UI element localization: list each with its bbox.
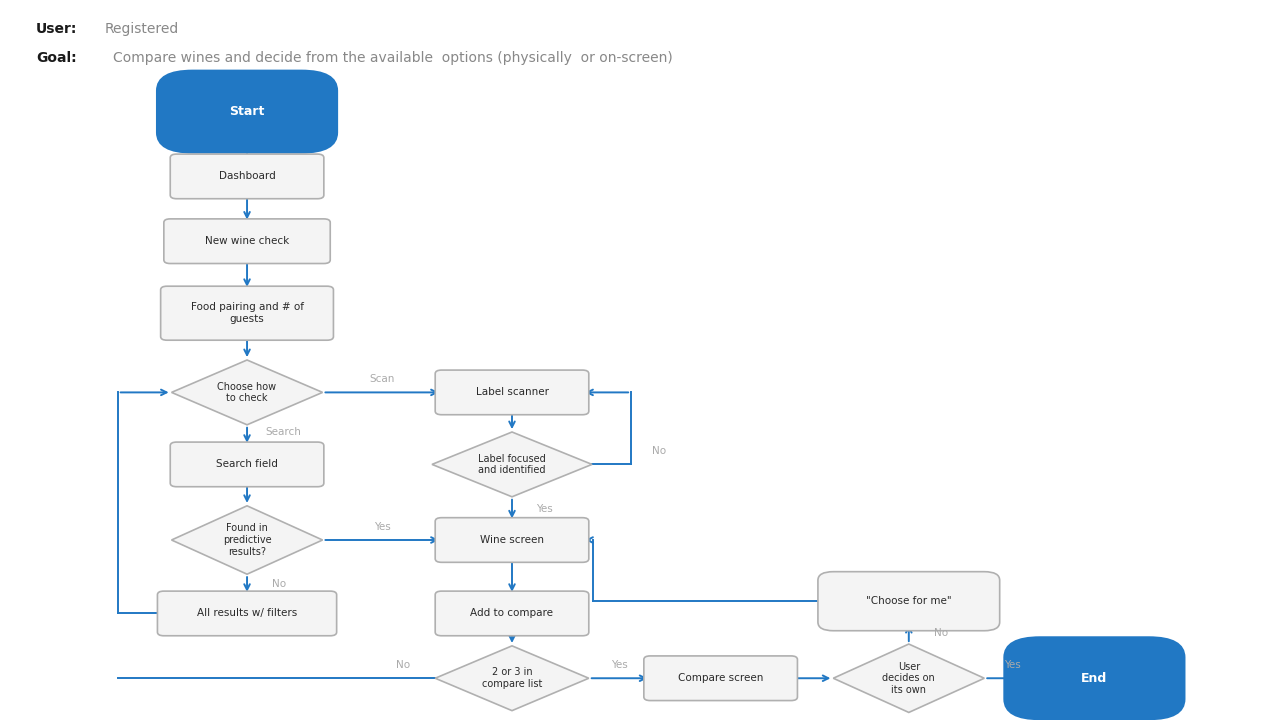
Text: No: No — [271, 580, 287, 590]
Text: End: End — [1082, 672, 1107, 685]
Text: Found in
predictive
results?: Found in predictive results? — [223, 523, 271, 557]
Text: Compare wines and decide from the available  options (physically  or on-screen): Compare wines and decide from the availa… — [113, 50, 672, 65]
Text: Search field: Search field — [216, 459, 278, 469]
Text: Yes: Yes — [374, 522, 390, 532]
Polygon shape — [435, 646, 589, 711]
Text: Choose how
to check: Choose how to check — [218, 382, 276, 403]
Text: Search: Search — [265, 427, 301, 436]
Text: Label focused
and identified: Label focused and identified — [479, 454, 545, 475]
FancyBboxPatch shape — [818, 572, 1000, 631]
FancyBboxPatch shape — [170, 154, 324, 199]
FancyBboxPatch shape — [435, 370, 589, 415]
Text: 2 or 3 in
compare list: 2 or 3 in compare list — [481, 667, 543, 689]
FancyBboxPatch shape — [1005, 637, 1184, 719]
Text: Label scanner: Label scanner — [475, 387, 549, 397]
Text: "Choose for me": "Choose for me" — [867, 596, 951, 606]
Text: No: No — [933, 628, 948, 638]
Text: Wine screen: Wine screen — [480, 535, 544, 545]
Polygon shape — [172, 360, 323, 425]
Text: Compare screen: Compare screen — [678, 673, 763, 683]
Text: Food pairing and # of
guests: Food pairing and # of guests — [191, 302, 303, 324]
Text: Scan: Scan — [370, 374, 394, 384]
Text: User:: User: — [36, 22, 77, 36]
Polygon shape — [833, 644, 984, 713]
FancyBboxPatch shape — [161, 287, 333, 341]
Text: No: No — [396, 660, 411, 670]
Text: Start: Start — [229, 105, 265, 118]
Text: Yes: Yes — [611, 660, 628, 670]
FancyBboxPatch shape — [164, 219, 330, 264]
FancyBboxPatch shape — [157, 591, 337, 636]
Text: Goal:: Goal: — [36, 50, 77, 65]
FancyBboxPatch shape — [435, 591, 589, 636]
FancyBboxPatch shape — [157, 71, 337, 153]
FancyBboxPatch shape — [170, 442, 324, 487]
Text: Yes: Yes — [1004, 660, 1020, 670]
Text: No: No — [652, 446, 667, 456]
Text: Yes: Yes — [535, 504, 553, 514]
Text: New wine check: New wine check — [205, 236, 289, 246]
FancyBboxPatch shape — [435, 518, 589, 562]
Text: Dashboard: Dashboard — [219, 171, 275, 181]
Polygon shape — [433, 432, 591, 497]
Text: User
decides on
its own: User decides on its own — [882, 662, 936, 695]
Text: Add to compare: Add to compare — [471, 608, 553, 618]
Text: All results w/ filters: All results w/ filters — [197, 608, 297, 618]
FancyBboxPatch shape — [644, 656, 797, 701]
Polygon shape — [172, 505, 323, 575]
Text: Registered: Registered — [105, 22, 179, 36]
